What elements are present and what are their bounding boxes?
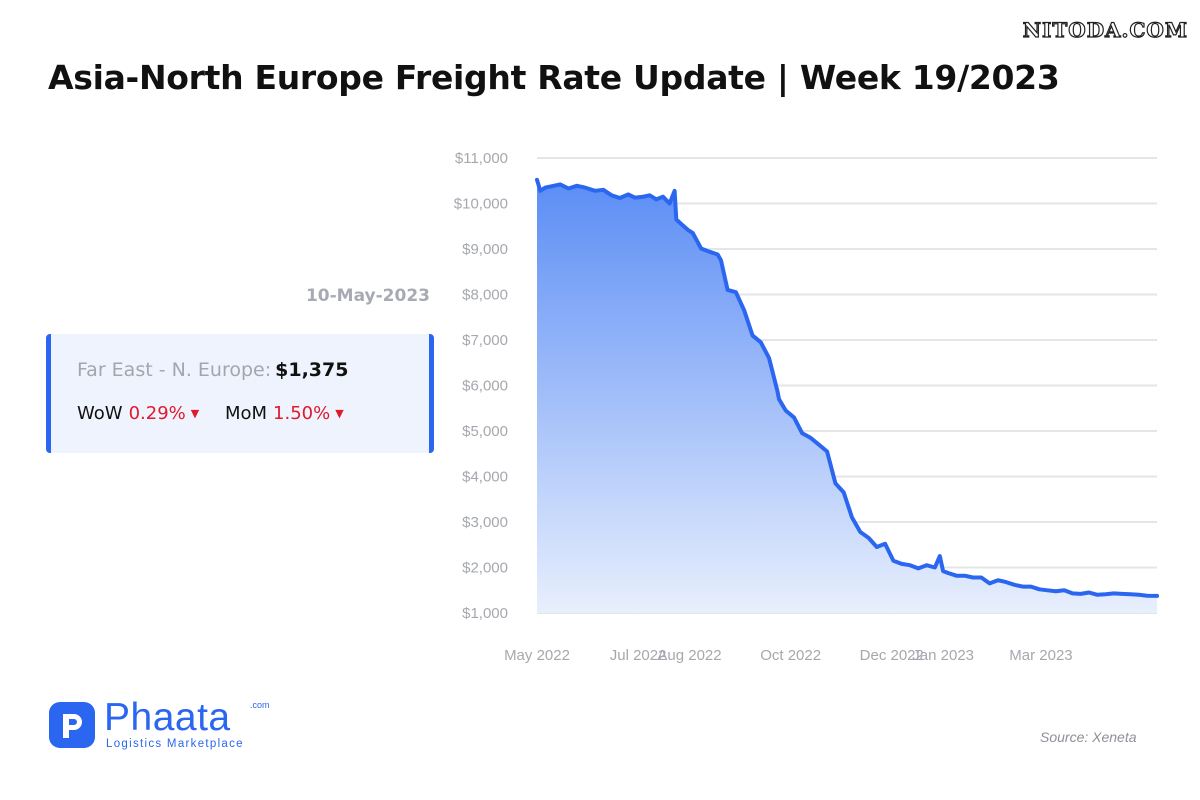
- watermark: NITODA.COM: [1022, 17, 1188, 42]
- logo-domain: .com: [250, 700, 270, 710]
- y-tick-label: $8,000: [462, 287, 508, 304]
- source-note: Source: Xeneta: [1040, 729, 1137, 745]
- wow-value: 0.29%: [128, 403, 186, 424]
- caret-down-icon: ▼: [190, 407, 200, 420]
- mom-value: 1.50%: [273, 403, 331, 424]
- x-tick-label: Mar 2023: [1009, 647, 1072, 664]
- x-tick-label: Dec 2022: [860, 647, 924, 664]
- rate-date: 10-May-2023: [305, 286, 430, 306]
- logo-name: Phaata: [104, 696, 231, 739]
- caret-down-icon: ▼: [335, 407, 344, 420]
- y-tick-label: $7,000: [462, 332, 508, 349]
- x-tick-label: Jan 2023: [912, 647, 974, 664]
- y-tick-label: $6,000: [462, 378, 508, 395]
- rate-route: Far East - N. Europe: $1,375: [77, 359, 348, 381]
- route-label: Far East - N. Europe:: [77, 359, 272, 381]
- rate-price: $1,375: [275, 359, 349, 381]
- y-tick-label: $1,000: [462, 605, 508, 622]
- series-area-fill: [537, 179, 1157, 614]
- y-tick-label: $2,000: [462, 560, 508, 577]
- y-tick-label: $4,000: [462, 469, 508, 486]
- x-tick-label: Aug 2022: [657, 647, 721, 664]
- x-tick-label: Oct 2022: [760, 647, 821, 664]
- y-tick-label: $11,000: [455, 150, 508, 167]
- mom-label: MoM: [224, 403, 268, 424]
- y-tick-label: $3,000: [462, 514, 508, 531]
- y-tick-label: $5,000: [462, 423, 508, 440]
- wow-label: WoW: [77, 403, 123, 424]
- phaata-logo: Phaata .com Logistics Marketplace: [49, 696, 270, 752]
- logo-tagline: Logistics Marketplace: [106, 738, 244, 750]
- x-tick-label: May 2022: [504, 647, 570, 664]
- rate-changes: WoW 0.29% ▼ MoM 1.50% ▼: [77, 403, 344, 424]
- page-title: Asia-North Europe Freight Rate Update | …: [48, 58, 1060, 97]
- y-tick-label: $10,000: [454, 196, 508, 213]
- rate-card: Far East - N. Europe: $1,375 WoW 0.29% ▼ Mo…: [46, 334, 434, 453]
- y-tick-label: $9,000: [462, 241, 508, 258]
- phaata-logo-mark-icon: [49, 702, 95, 748]
- series-line: [535, 177, 1159, 598]
- x-tick-label: Jul 2022: [610, 647, 667, 664]
